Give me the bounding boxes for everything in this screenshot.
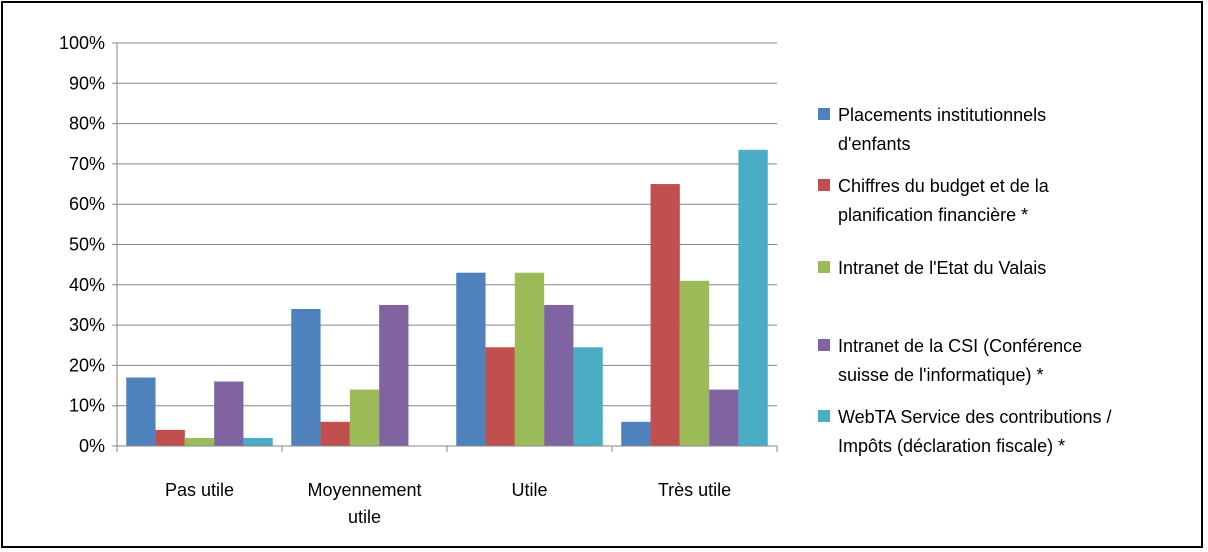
y-axis-ticks: 0% 10% 20% 30% 40% 50% 60% 70% 80% 90% 100% bbox=[59, 33, 105, 456]
y-tick-label: 30% bbox=[69, 315, 105, 335]
category-label: Pas utile bbox=[165, 480, 234, 500]
bar bbox=[320, 421, 350, 446]
legend-label: Placements institutionnels bbox=[838, 105, 1046, 125]
bar bbox=[456, 272, 486, 446]
bar bbox=[184, 437, 215, 446]
bar bbox=[679, 280, 710, 446]
legend-label: WebTA Service des contributions / bbox=[838, 407, 1111, 427]
legend-label: d'enfants bbox=[838, 134, 911, 154]
y-tick-label: 90% bbox=[69, 73, 105, 93]
bar bbox=[214, 381, 244, 446]
y-tick-label: 10% bbox=[69, 396, 105, 416]
bar bbox=[243, 437, 273, 446]
y-tick-label: 40% bbox=[69, 275, 105, 295]
legend-swatch bbox=[818, 179, 830, 191]
bar bbox=[709, 389, 739, 446]
y-tick-label: 70% bbox=[69, 154, 105, 174]
bar bbox=[621, 421, 651, 446]
legend: Placements institutionnels d'enfants Chiff… bbox=[818, 105, 1111, 456]
bar bbox=[650, 184, 680, 447]
y-tick-label: 100% bbox=[59, 33, 105, 53]
legend-swatch bbox=[818, 410, 830, 422]
bar bbox=[126, 377, 156, 446]
category-label: Très utile bbox=[658, 480, 731, 500]
legend-label: planification financière * bbox=[838, 205, 1028, 225]
bar bbox=[485, 347, 515, 446]
bar bbox=[291, 308, 321, 446]
y-tick-label: 50% bbox=[69, 235, 105, 255]
y-tick-label: 60% bbox=[69, 194, 105, 214]
axes bbox=[116, 43, 778, 452]
bar bbox=[514, 272, 545, 446]
bar bbox=[349, 389, 380, 446]
bars bbox=[126, 149, 768, 447]
y-tick-label: 20% bbox=[69, 355, 105, 375]
y-tick-label: 0% bbox=[79, 436, 105, 456]
legend-label: Chiffres du budget et de la bbox=[838, 176, 1050, 196]
category-label: Utile bbox=[511, 480, 547, 500]
bar bbox=[738, 149, 768, 447]
legend-label: Impôts (déclaration fiscale) * bbox=[838, 436, 1065, 456]
bar bbox=[544, 304, 574, 446]
legend-label: Intranet de la CSI (Conférence bbox=[838, 336, 1082, 356]
category-labels: Pas utile Moyennement utile Utile Très utile bbox=[165, 480, 731, 527]
category-label: utile bbox=[348, 507, 381, 527]
legend-label: suisse de l'informatique) * bbox=[838, 365, 1044, 385]
y-tick-label: 80% bbox=[69, 114, 105, 134]
bar bbox=[573, 347, 603, 446]
bar bbox=[379, 304, 409, 446]
legend-swatch bbox=[818, 108, 830, 120]
legend-label: Intranet de l'Etat du Valais bbox=[838, 258, 1046, 278]
category-label: Moyennement bbox=[307, 480, 421, 500]
legend-swatch bbox=[818, 261, 830, 273]
bar bbox=[155, 429, 185, 446]
legend-swatch bbox=[818, 339, 830, 351]
